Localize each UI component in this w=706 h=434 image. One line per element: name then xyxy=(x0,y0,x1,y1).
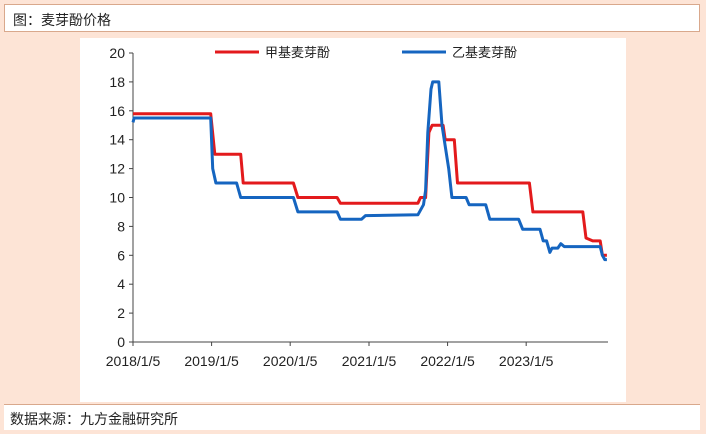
x-tick-label: 2020/1/5 xyxy=(263,353,318,369)
series-line-1 xyxy=(133,112,607,257)
series-line-2 xyxy=(131,80,607,262)
source-bar: 数据来源：九方金融研究所 xyxy=(4,404,700,430)
y-tick-label: 2 xyxy=(117,305,125,321)
source-note: 数据来源：九方金融研究所 xyxy=(10,412,178,428)
legend-label-2: 乙基麦芽酚 xyxy=(452,45,517,60)
y-tick-label: 12 xyxy=(109,161,125,177)
y-tick-label: 6 xyxy=(117,247,125,263)
y-tick-label: 4 xyxy=(117,276,125,292)
figure-title: 图：麦芽酚价格 xyxy=(13,13,111,29)
y-tick-label: 18 xyxy=(109,74,125,90)
x-tick-label: 2021/1/5 xyxy=(342,353,397,369)
x-tick-label: 2018/1/5 xyxy=(106,353,161,369)
y-tick-label: 0 xyxy=(117,334,125,350)
plot-panel: 0 2 4 6 8 10 12 14 16 18 20 2018/1/5 2019/1/5 2020/1/… xyxy=(80,38,626,402)
y-tick-label: 20 xyxy=(109,45,125,61)
y-tick-label: 14 xyxy=(109,132,125,148)
series-layer xyxy=(131,80,607,262)
axes: 0 2 4 6 8 10 12 14 16 18 20 2018/1/5 2019/1/5 2020/1/… xyxy=(106,45,608,369)
y-tick-label: 8 xyxy=(117,218,125,234)
y-tick-label: 10 xyxy=(109,190,125,206)
legend: 甲基麦芽酚 乙基麦芽酚 xyxy=(215,45,517,60)
x-tick-label: 2023/1/5 xyxy=(499,353,554,369)
x-tick-label: 2022/1/5 xyxy=(420,353,475,369)
line-chart: 0 2 4 6 8 10 12 14 16 18 20 2018/1/5 2019/1/5 2020/1/… xyxy=(106,45,608,369)
x-tick-label: 2019/1/5 xyxy=(184,353,239,369)
y-tick-label: 16 xyxy=(109,103,125,119)
figure-title-bar: 图：麦芽酚价格 xyxy=(4,4,700,32)
legend-label-1: 甲基麦芽酚 xyxy=(265,45,330,60)
